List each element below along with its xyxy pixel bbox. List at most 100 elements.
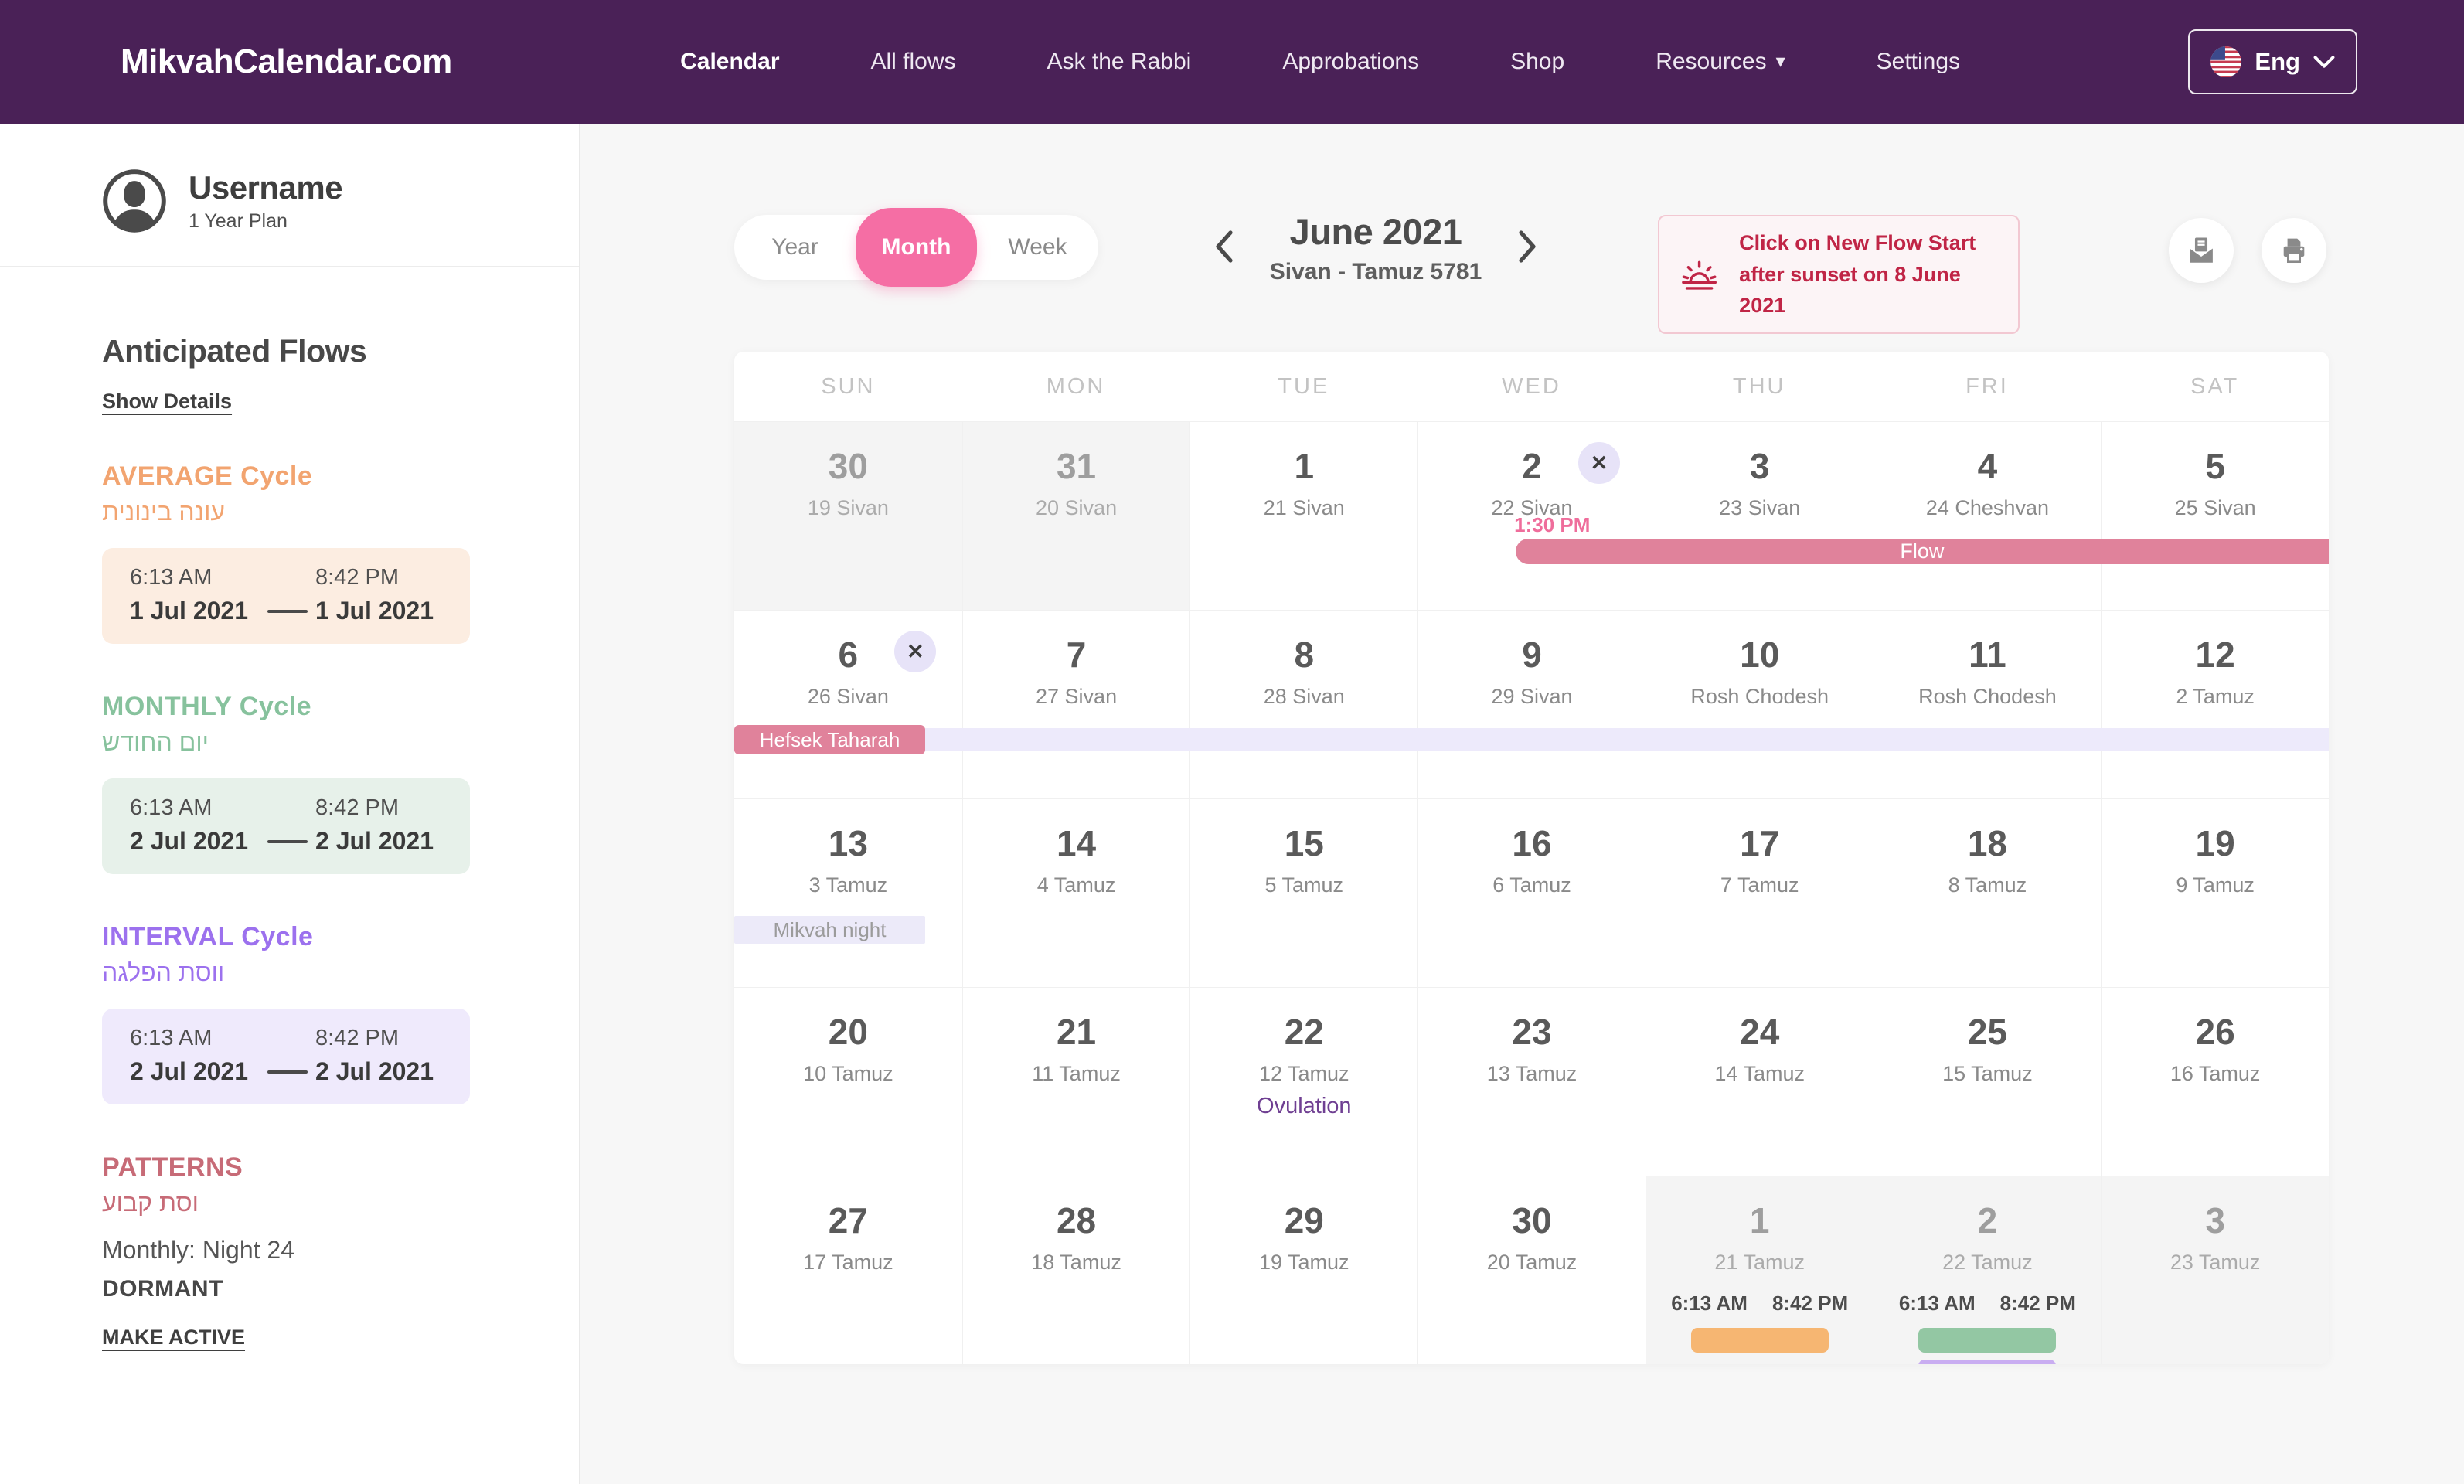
hebrew-date: 19 Tamuz	[1258, 1251, 1349, 1274]
day-cell-17[interactable]: 17 7 Tamuz	[1645, 799, 1874, 987]
day-number: 28	[1056, 1200, 1097, 1241]
nav-item-resources[interactable]: Resources ▾	[1656, 49, 1785, 75]
day-cell-10[interactable]: 10 Rosh Chodesh	[1645, 611, 1874, 798]
avatar-icon	[103, 169, 166, 233]
end-date: 2 Jul 2021	[315, 1057, 434, 1085]
view-month-button[interactable]: Month	[856, 208, 977, 287]
day-cell-16[interactable]: 16 6 Tamuz	[1417, 799, 1646, 987]
day-cell-7[interactable]: 7 27 Sivan	[961, 611, 1190, 798]
new-flow-alert[interactable]: Click on New Flow Start after sunset on …	[1658, 215, 2020, 334]
calendar-grid: 30 19 Sivan 31 20 Sivan 1 21 Sivan 2 ✕ 22 Sivan 1…	[734, 421, 2329, 1364]
day-cell-1[interactable]: 1 21 Tamuz 6:13 AM 8:42 PM	[1645, 1176, 1874, 1364]
next-month-button[interactable]	[1510, 225, 1546, 271]
day-cell-11[interactable]: 11 Rosh Chodesh	[1873, 611, 2102, 798]
day-cell-28[interactable]: 28 18 Tamuz	[961, 1176, 1190, 1364]
day-cell-22[interactable]: 22 12 Tamuz Ovulation	[1189, 988, 1417, 1176]
make-active-link[interactable]: MAKE ACTIVE	[102, 1326, 246, 1349]
close-icon[interactable]: ✕	[894, 631, 937, 672]
alert-line-1: Click on New Flow Start	[1739, 231, 1976, 254]
mikvah-night-badge[interactable]: Mikvah night	[734, 916, 925, 944]
nav-item-approbations[interactable]: Approbations	[1282, 49, 1420, 74]
export-button[interactable]	[2169, 218, 2234, 283]
day-number: 19	[2195, 823, 2235, 863]
day-cell-26[interactable]: 26 16 Tamuz	[2101, 988, 2329, 1176]
day-times: 6:13 AM 8:42 PM	[1646, 1292, 1874, 1316]
day-number: 3	[2205, 1200, 2225, 1241]
day-number: 9	[1522, 635, 1542, 675]
user-profile[interactable]: Username 1 Year Plan	[0, 124, 579, 233]
calendar-week-row: 20 10 Tamuz 21 11 Tamuz 22 12 Tamuz Ovulation 2…	[734, 987, 2329, 1176]
hebrew-date: 24 Cheshvan	[1925, 496, 2049, 519]
day-number: 2	[1522, 446, 1542, 486]
hebrew-date: 6 Tamuz	[1492, 873, 1571, 897]
day-cell-3[interactable]: 3 23 Tamuz	[2101, 1176, 2329, 1364]
print-button[interactable]	[2262, 218, 2326, 283]
calendar-card: SUN MON TUE WED THU FRI SAT 30 19 Sivan 31 20 Siv…	[734, 352, 2329, 1364]
day-cell-31[interactable]: 31 20 Sivan	[961, 422, 1190, 610]
day-number: 8	[1294, 635, 1315, 675]
day-number: 1	[1749, 1200, 1770, 1241]
language-selector[interactable]: Eng	[2188, 29, 2357, 94]
hebrew-date: 4 Tamuz	[1036, 873, 1116, 897]
day-cell-4[interactable]: 4 24 Cheshvan	[1873, 422, 2102, 610]
cycle-indicator-bar-orange	[1690, 1328, 1829, 1353]
day-number: 18	[1967, 823, 2007, 863]
day-cell-12[interactable]: 12 2 Tamuz	[2101, 611, 2329, 798]
brand-logo[interactable]: MikvahCalendar.com	[121, 43, 452, 80]
hebrew-date: 20 Sivan	[1036, 496, 1118, 519]
day-cell-3[interactable]: 3 23 Sivan	[1645, 422, 1874, 610]
hebrew-date: 21 Sivan	[1263, 496, 1345, 519]
day-cell-25[interactable]: 25 15 Tamuz	[1873, 988, 2102, 1176]
day-cell-19[interactable]: 19 9 Tamuz	[2101, 799, 2329, 987]
day-cell-30[interactable]: 30 19 Sivan	[734, 422, 962, 610]
day-cell-5[interactable]: 5 25 Sivan	[2101, 422, 2329, 610]
start-date: 2 Jul 2021	[130, 827, 248, 855]
day-cell-18[interactable]: 18 8 Tamuz	[1873, 799, 2102, 987]
nav-item-shop[interactable]: Shop	[1510, 49, 1565, 74]
day-cell-13[interactable]: 13 3 Tamuz Mikvah night	[734, 799, 962, 987]
day-cell-15[interactable]: 15 5 Tamuz	[1189, 799, 1417, 987]
hebrew-date: 5 Tamuz	[1264, 873, 1344, 897]
day-cell-6[interactable]: 6 ✕ 26 Sivan	[734, 611, 962, 798]
day-cell-8[interactable]: 8 28 Sivan	[1189, 611, 1417, 798]
day-number: 12	[2195, 635, 2235, 675]
average-cycle-card: 6:13 AM 8:42 PM 1 Jul 2021 1 Jul 2021	[102, 548, 470, 644]
nav-item-all-flows[interactable]: All flows	[870, 49, 956, 74]
weekday-label: SUN	[821, 373, 876, 399]
flow-event-bar[interactable]: Flow	[1515, 539, 2329, 564]
plan-label: 1 Year Plan	[189, 210, 288, 232]
day-number: 11	[1969, 635, 2006, 675]
hebrew-date: 18 Tamuz	[1031, 1251, 1121, 1274]
end-time: 8:42 PM	[315, 795, 399, 820]
close-icon[interactable]: ✕	[1577, 442, 1620, 484]
previous-month-button[interactable]	[1206, 225, 1241, 271]
day-cell-20[interactable]: 20 10 Tamuz	[734, 988, 962, 1176]
hefsek-taharah-badge[interactable]: Hefsek Taharah	[734, 725, 925, 754]
cycle-indicator-bar-green	[1918, 1328, 2057, 1353]
anticipated-flows-heading: Anticipated Flows	[102, 333, 367, 369]
end-time: 8:42 PM	[315, 1026, 399, 1050]
day-number: 23	[1512, 1012, 1552, 1052]
day-cell-2[interactable]: 2 22 Tamuz 6:13 AM 8:42 PM	[1873, 1176, 2102, 1364]
day-cell-1[interactable]: 1 21 Sivan	[1189, 422, 1417, 610]
view-week-button[interactable]: Week	[977, 215, 1098, 280]
day-cell-9[interactable]: 9 29 Sivan	[1417, 611, 1646, 798]
nav-item-ask-the-rabbi[interactable]: Ask the Rabbi	[1047, 49, 1192, 74]
nav-item-calendar[interactable]: Calendar	[680, 49, 780, 74]
nav-item-settings[interactable]: Settings	[1876, 49, 1961, 74]
day-cell-24[interactable]: 24 14 Tamuz	[1645, 988, 1874, 1176]
average-cycle-title: AVERAGE Cycle	[102, 461, 313, 491]
day-cell-2[interactable]: 2 ✕ 22 Sivan 1:30 PM	[1417, 422, 1646, 610]
hebrew-date: 26 Sivan	[807, 685, 889, 708]
day-cell-14[interactable]: 14 4 Tamuz	[961, 799, 1190, 987]
weekday-label: WED	[1502, 373, 1561, 399]
day-cell-30[interactable]: 30 20 Tamuz	[1417, 1176, 1646, 1364]
day-cell-27[interactable]: 27 17 Tamuz	[734, 1176, 962, 1364]
show-details-link[interactable]: Show Details	[102, 390, 233, 413]
day-cell-21[interactable]: 21 11 Tamuz	[961, 988, 1190, 1176]
day-cell-29[interactable]: 29 19 Tamuz	[1189, 1176, 1417, 1364]
day-cell-23[interactable]: 23 13 Tamuz	[1417, 988, 1646, 1176]
view-year-button[interactable]: Year	[734, 215, 856, 280]
cycle-track-bar	[734, 728, 2329, 751]
hebrew-date: 28 Sivan	[1263, 685, 1345, 708]
